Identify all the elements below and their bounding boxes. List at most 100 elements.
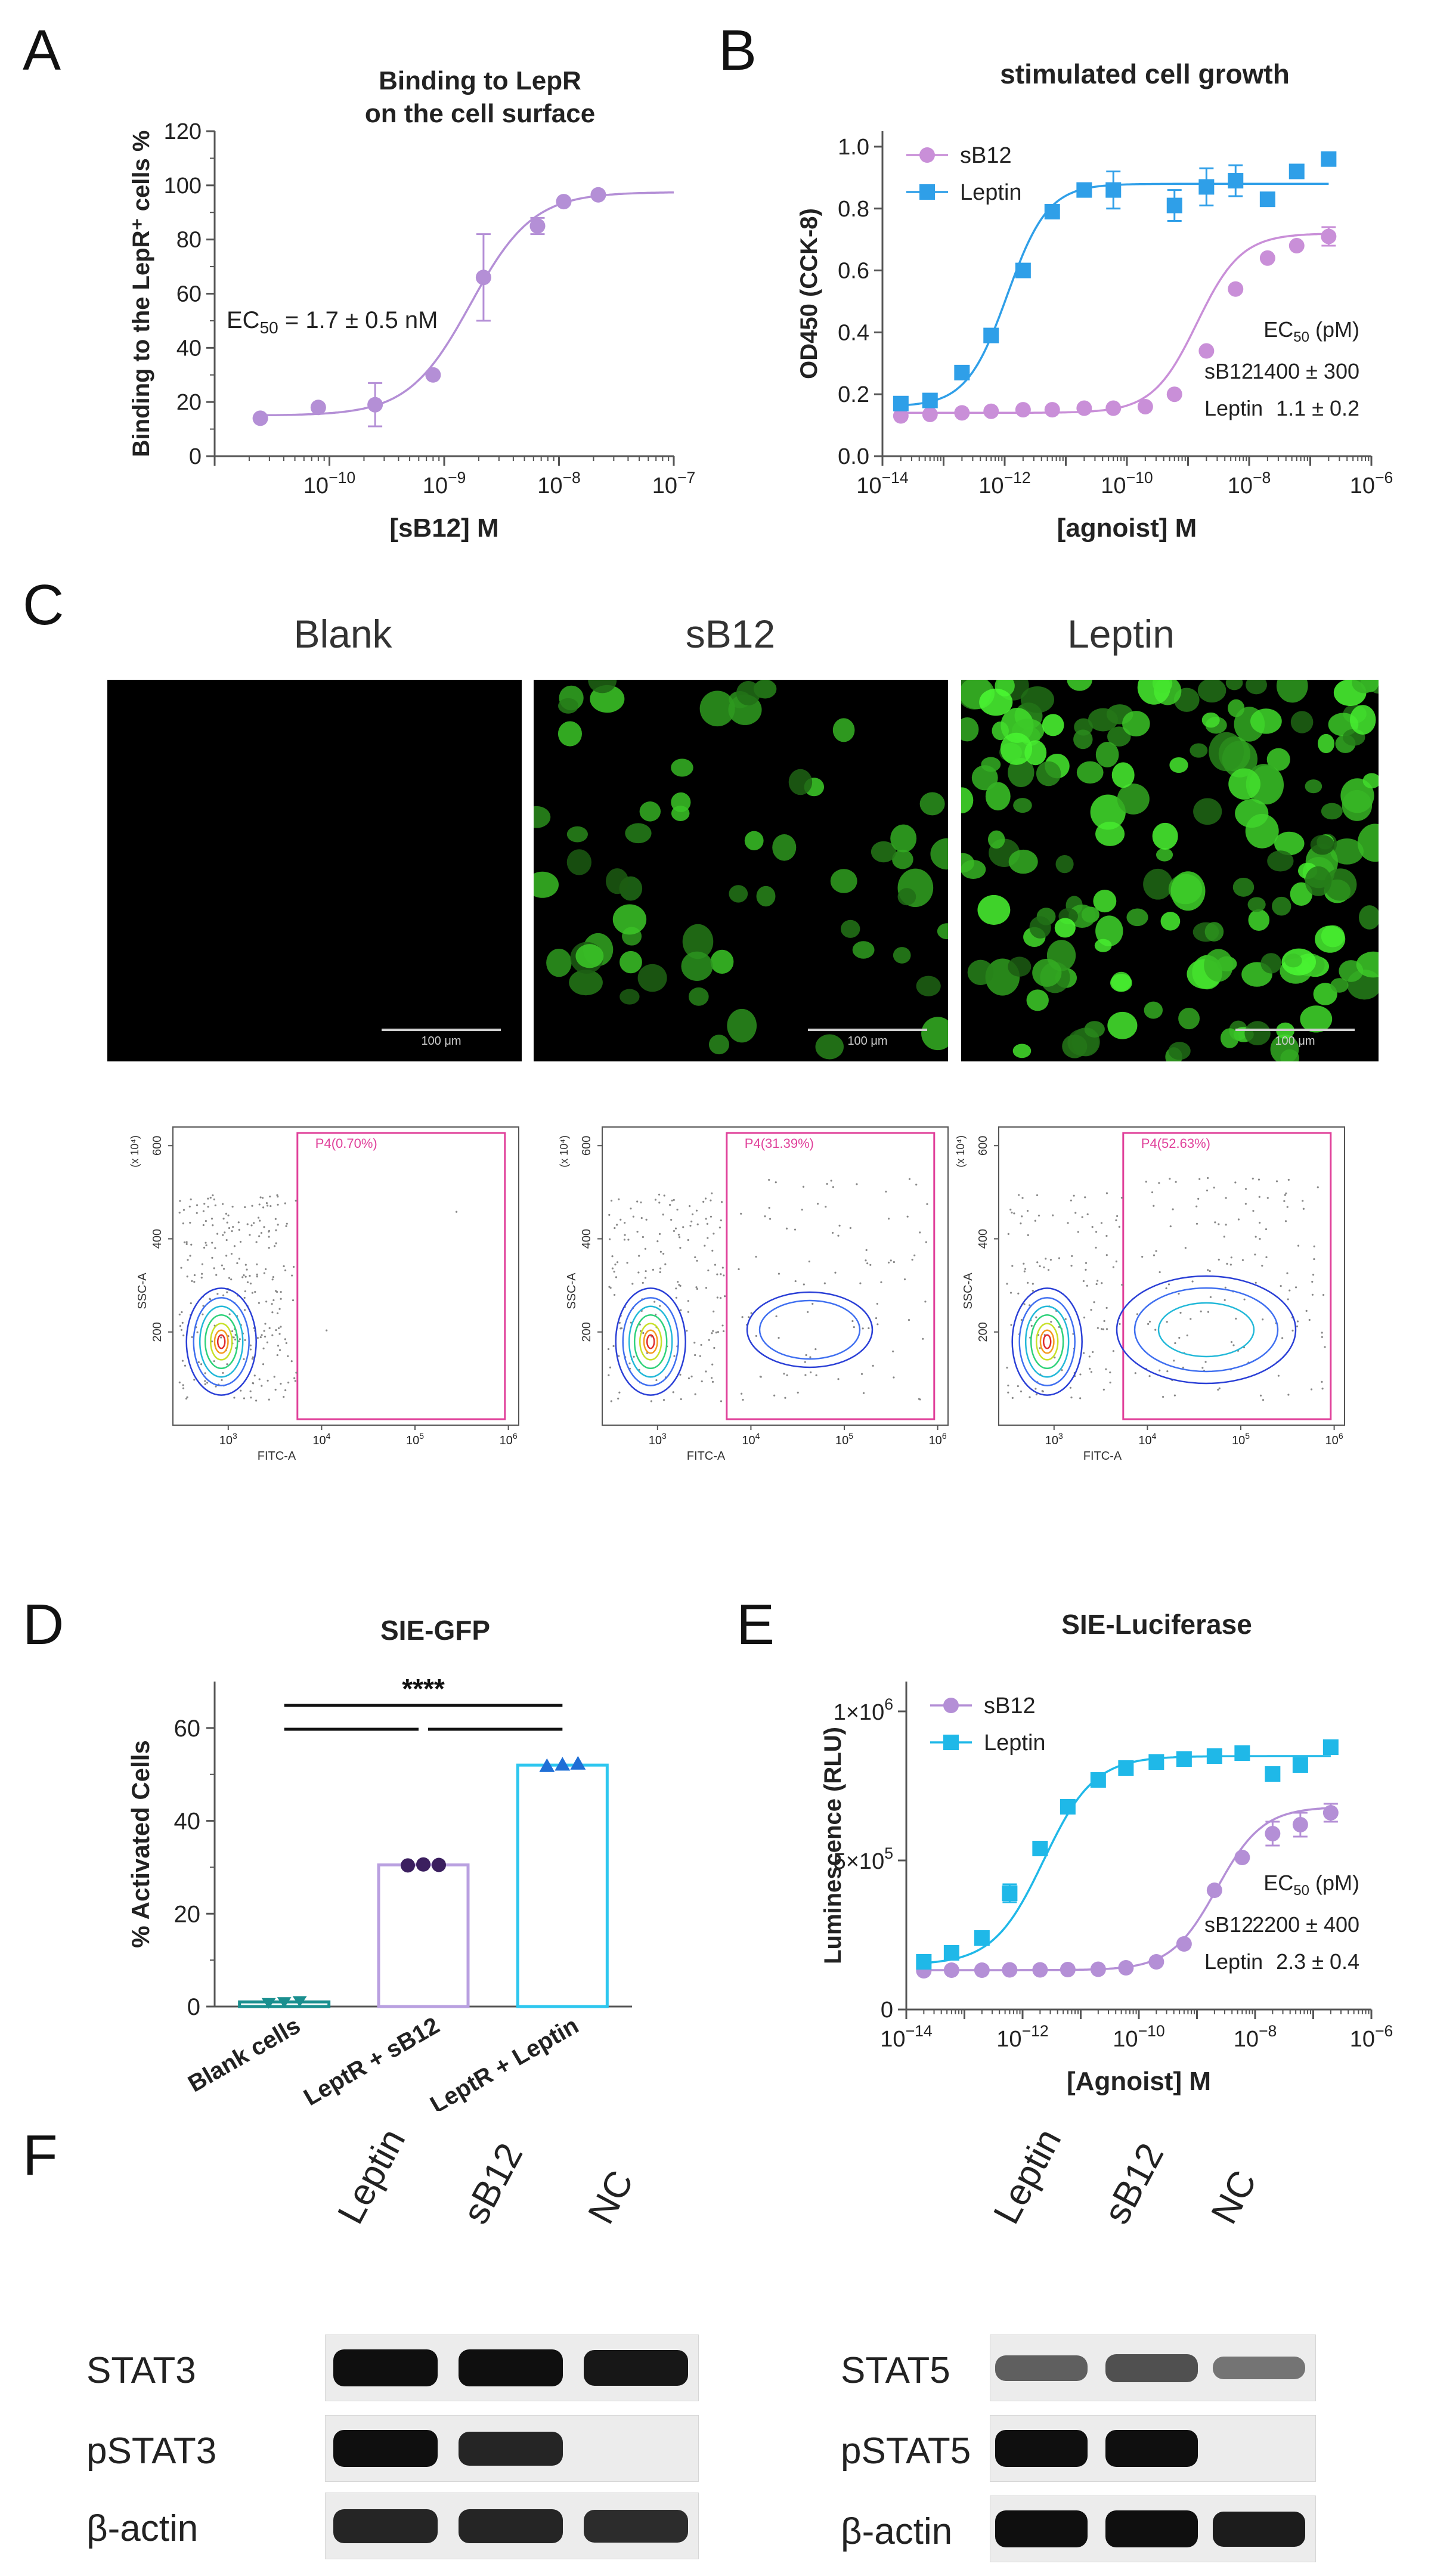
cell [1055, 854, 1074, 874]
data-point [893, 408, 909, 424]
event-dot [249, 1348, 252, 1351]
data-point [1322, 1805, 1339, 1820]
event-dot [213, 1198, 215, 1201]
event-dot [803, 1283, 805, 1286]
event-dot [1252, 1177, 1254, 1180]
event-dot [1112, 1350, 1114, 1352]
panel-label-f: F [23, 2123, 58, 2187]
event-dot [696, 1223, 699, 1225]
event-dot [630, 1321, 632, 1324]
chart-a: 0 20 40 60 80 100 120 10−10 10−9 10−8 10−7 [sB12] M… [128, 66, 695, 543]
data-point [1032, 1841, 1048, 1856]
event-dot [277, 1345, 280, 1347]
event-dot [620, 1218, 622, 1221]
event-dot [1297, 1244, 1300, 1247]
event-dot [1321, 1336, 1323, 1338]
event-dot [226, 1291, 228, 1293]
cell [871, 841, 896, 863]
y-tick-label: 600 [151, 1136, 164, 1156]
density-contour [185, 1287, 257, 1396]
event-dot [238, 1258, 240, 1260]
protein-band [1212, 2357, 1305, 2379]
ec50-annotation: EC50 = 1.7 ± 0.5 nM [227, 307, 438, 337]
cell [620, 950, 642, 974]
event-dot [616, 1224, 618, 1226]
x-tick-label: 106 [1325, 1431, 1343, 1447]
event-dot [1007, 1391, 1009, 1394]
cell [788, 769, 813, 795]
event-dot [1030, 1324, 1033, 1327]
event-dot [222, 1371, 224, 1374]
cell [575, 944, 604, 968]
event-dot [640, 1201, 642, 1204]
event-dot [1313, 1258, 1315, 1261]
event-dot [612, 1345, 615, 1347]
data-point [1002, 1962, 1018, 1978]
event-dot [250, 1224, 253, 1227]
event-dot [837, 1378, 840, 1380]
event-dot [1225, 1197, 1227, 1199]
x-axis-label: FITC-A [687, 1450, 726, 1463]
cell [1008, 849, 1038, 874]
cell [852, 941, 875, 959]
event-dot [202, 1224, 205, 1227]
blot-strip [325, 2493, 699, 2559]
event-dot [263, 1226, 265, 1228]
cell [1144, 1001, 1163, 1019]
event-dot [1198, 1178, 1201, 1180]
cell [1300, 1005, 1333, 1033]
event-dot [741, 1316, 744, 1318]
event-dot [1230, 1341, 1233, 1343]
event-dot [876, 1323, 879, 1326]
event-dot [1136, 1313, 1139, 1315]
event-dot [865, 1249, 868, 1251]
event-dot [185, 1397, 188, 1400]
lane-label-sb12: sB12 [1096, 2137, 1172, 2231]
x-tick-label: 105 [406, 1431, 424, 1447]
event-dot [1162, 1395, 1164, 1398]
event-dot [1109, 1381, 1111, 1384]
event-dot [720, 1400, 723, 1402]
event-dot [1207, 1176, 1209, 1179]
event-dot [204, 1372, 206, 1374]
event-dot [292, 1265, 295, 1268]
event-dot [1079, 1397, 1082, 1400]
event-dot [249, 1282, 252, 1285]
event-dot [624, 1234, 626, 1236]
event-dot [1105, 1254, 1108, 1256]
event-dot [1287, 1394, 1290, 1396]
event-dot [659, 1305, 661, 1307]
cell [1168, 1042, 1191, 1060]
event-dot [1020, 1222, 1022, 1225]
cell [1073, 729, 1093, 750]
protein-band [995, 2430, 1088, 2467]
plot-frame [172, 1126, 519, 1426]
event-dot [659, 1250, 662, 1253]
plot-frame [602, 1126, 949, 1426]
event-dot [718, 1226, 721, 1229]
event-dot [251, 1358, 253, 1360]
y-tick-label: 1×106 [834, 1695, 893, 1725]
event-dot [1061, 1369, 1063, 1371]
event-dot [918, 1398, 920, 1400]
event-dot [926, 1203, 928, 1205]
cell [1246, 680, 1267, 695]
event-dot [190, 1243, 193, 1246]
data-point [916, 1954, 932, 1970]
data-point [590, 187, 606, 203]
event-dot [713, 1310, 715, 1312]
event-dot [226, 1363, 228, 1366]
event-dot [713, 1233, 715, 1235]
event-dot [671, 1199, 673, 1202]
event-dot [182, 1384, 184, 1386]
event-dot [232, 1225, 234, 1228]
event-dot [723, 1274, 725, 1277]
density-contour [643, 1329, 658, 1354]
event-dot [613, 1293, 616, 1296]
event-dot [197, 1361, 200, 1364]
micrograph-label-sb12: sB12 [685, 612, 776, 656]
event-dot [804, 1374, 807, 1376]
data-point [943, 1945, 959, 1961]
event-dot [263, 1272, 265, 1274]
